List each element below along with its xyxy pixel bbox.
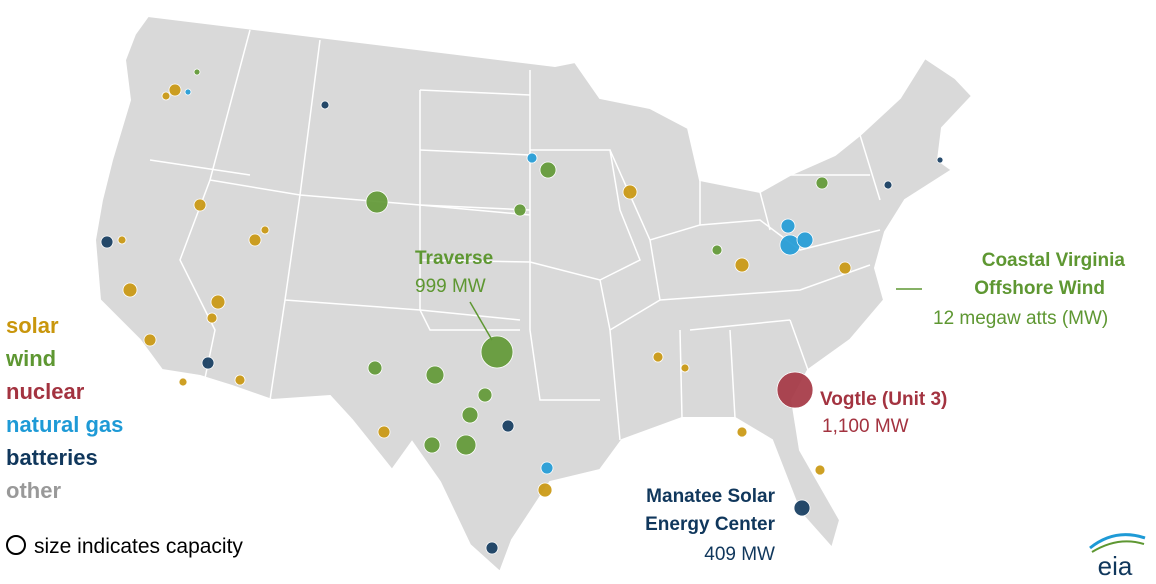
legend: solar wind nuclear natural gas batteries othe… [5, 313, 123, 503]
annotation-name: Coastal Virginia [982, 250, 1126, 271]
annotation-capacity: 999 MW [415, 276, 486, 297]
logo-swoosh [1091, 540, 1145, 553]
legend-item: batteries [6, 445, 98, 470]
legend-item: wind [5, 346, 56, 371]
annotation-name: Traverse [415, 248, 493, 269]
annotation-capacity: 409 MW [704, 544, 775, 565]
size-icon [6, 535, 26, 555]
plant-bubbles [100, 68, 944, 555]
state-lines [149, 29, 881, 441]
annotation-capacity: 1,100 MW [822, 416, 909, 437]
annotation-name: Offshore Wind [974, 278, 1105, 299]
annotation-name: Vogtle (Unit 3) [820, 389, 947, 410]
leader-line [469, 301, 493, 341]
logo: eia [1098, 551, 1133, 581]
annotation-name: Manatee Solar [646, 486, 775, 507]
legend-item: nuclear [6, 379, 85, 404]
annotation-capacity: 12 megaw atts (MW) [933, 308, 1108, 329]
annotation-name: Energy Center [645, 514, 775, 535]
us-outline [93, 14, 974, 574]
logo-swoosh [1089, 533, 1146, 550]
legend-item: other [6, 478, 61, 503]
size-note: size indicates capacity [34, 535, 243, 558]
legend-item: solar [6, 313, 59, 338]
legend-item: natural gas [6, 412, 123, 437]
